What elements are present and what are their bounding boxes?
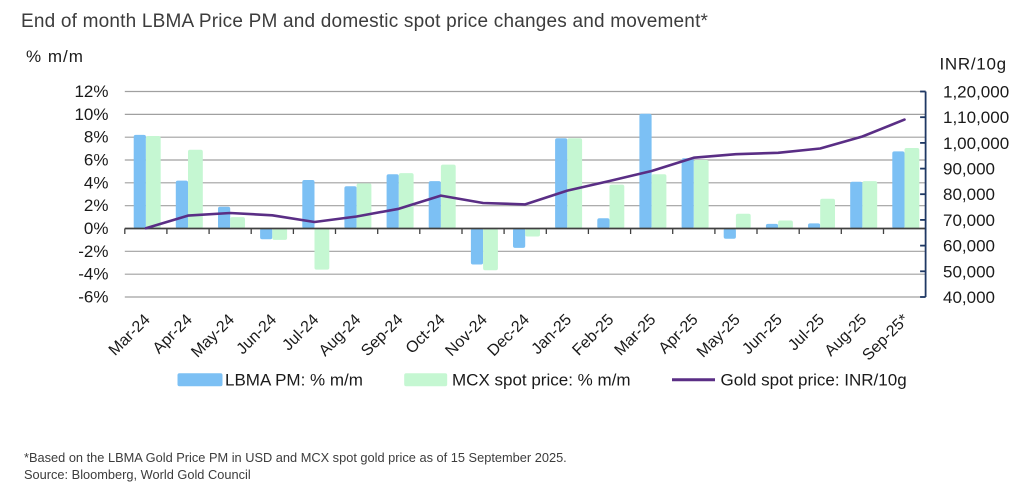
svg-text:0%: 0% (84, 219, 109, 238)
svg-text:12%: 12% (74, 82, 108, 101)
svg-text:Sep-24: Sep-24 (358, 311, 407, 360)
svg-text:Mar-24: Mar-24 (106, 311, 154, 359)
svg-text:-2%: -2% (78, 242, 108, 261)
svg-text:Aug-24: Aug-24 (316, 311, 365, 360)
svg-text:1,10,000: 1,10,000 (943, 108, 1009, 127)
svg-text:10%: 10% (74, 105, 108, 124)
svg-text:4%: 4% (84, 173, 109, 192)
svg-text:Mar-25: Mar-25 (612, 311, 660, 359)
svg-text:Jun-25: Jun-25 (739, 311, 786, 358)
svg-text:Jun-24: Jun-24 (234, 311, 281, 358)
svg-text:-4%: -4% (78, 265, 108, 284)
svg-text:60,000: 60,000 (943, 237, 995, 256)
svg-text:Feb-25: Feb-25 (569, 311, 617, 359)
svg-text:8%: 8% (84, 128, 109, 147)
svg-text:Jan-25: Jan-25 (529, 311, 576, 358)
svg-text:% m/m: % m/m (26, 47, 84, 66)
svg-text:LBMA PM: % m/m: LBMA PM: % m/m (225, 370, 363, 389)
svg-text:50,000: 50,000 (943, 262, 995, 281)
svg-text:INR/10g: INR/10g (940, 55, 1007, 74)
svg-text:80,000: 80,000 (943, 185, 995, 204)
svg-text:Dec-24: Dec-24 (485, 311, 534, 360)
svg-text:6%: 6% (84, 151, 109, 170)
svg-text:MCX spot price: % m/m: MCX spot price: % m/m (452, 370, 631, 389)
svg-text:2%: 2% (84, 196, 109, 215)
svg-text:May-24: May-24 (188, 311, 238, 361)
svg-text:May-25: May-25 (694, 311, 744, 361)
svg-text:40,000: 40,000 (943, 288, 995, 307)
svg-text:Sep-25*: Sep-25* (859, 311, 912, 364)
svg-text:Gold spot price: INR/10g: Gold spot price: INR/10g (721, 370, 907, 389)
svg-text:Source: Bloomberg, World Gold: Source: Bloomberg, World Gold Council (24, 467, 251, 482)
svg-text:-6%: -6% (78, 288, 108, 307)
svg-text:Oct-24: Oct-24 (403, 311, 449, 357)
svg-text:1,20,000: 1,20,000 (943, 83, 1009, 102)
svg-text:Nov-24: Nov-24 (442, 311, 491, 360)
svg-text:1,00,000: 1,00,000 (943, 134, 1009, 153)
svg-text:70,000: 70,000 (943, 211, 995, 230)
svg-text:*Based on the LBMA Gold Price: *Based on the LBMA Gold Price PM in USD … (24, 450, 567, 465)
svg-text:End of month LBMA Price PM and: End of month LBMA Price PM and domestic … (21, 11, 709, 32)
svg-text:90,000: 90,000 (943, 160, 995, 179)
